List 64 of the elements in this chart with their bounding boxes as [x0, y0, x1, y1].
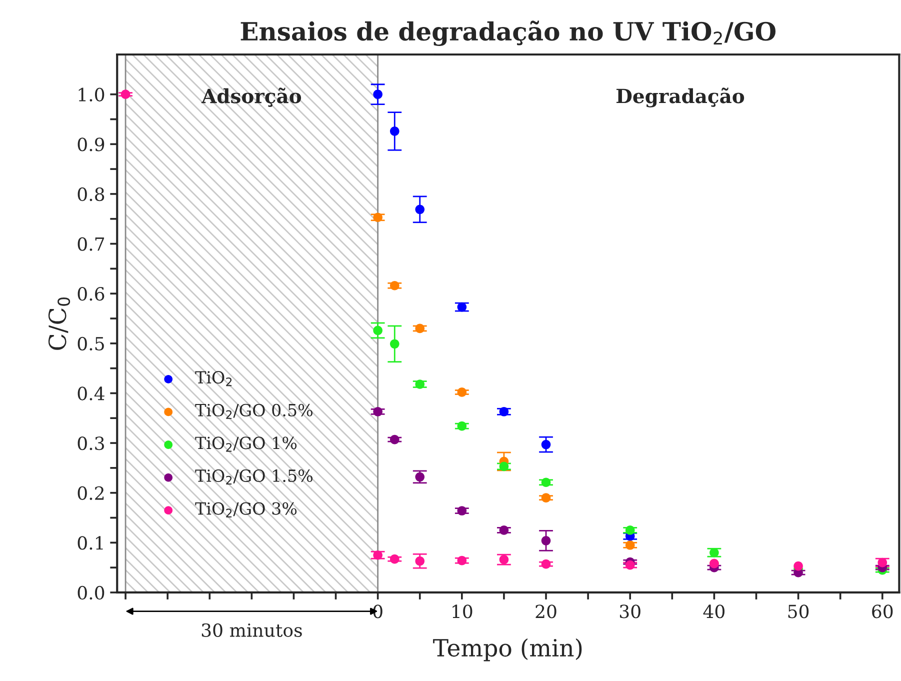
point	[390, 280, 400, 290]
point	[499, 554, 509, 564]
x-tick-label: 30	[620, 604, 640, 618]
y-tick-label: 0.2	[78, 486, 104, 500]
annotation: 30 minutos	[202, 623, 302, 637]
x-tick-label: 50	[788, 604, 809, 618]
y-tick-label: 0.7	[78, 237, 104, 251]
legend-label: TiO$_{2}$	[195, 371, 232, 386]
point	[541, 478, 551, 488]
point	[499, 406, 509, 416]
y-tick-label: 0.1	[78, 536, 103, 550]
point	[457, 388, 467, 397]
legend-label: TiO$_{2}$/GO 1%	[195, 436, 297, 452]
point	[415, 324, 425, 334]
point	[373, 406, 382, 416]
point	[541, 440, 551, 450]
y-tick-label: 0.3	[78, 436, 104, 450]
point	[120, 90, 130, 99]
y-tick-label: 0.9	[78, 138, 104, 152]
x-tick-label: 10	[452, 604, 472, 618]
point	[415, 556, 425, 566]
point	[541, 536, 551, 546]
legend-label: TiO$_{2}$/GO 3%	[195, 502, 297, 518]
point	[373, 90, 382, 99]
point	[390, 434, 400, 444]
point	[541, 559, 551, 569]
point	[457, 302, 467, 312]
point	[390, 126, 400, 136]
y-axis-title: C/C$_{0}$	[48, 297, 70, 350]
y-tick-label: 1.0	[78, 88, 104, 102]
annotation: Degradação	[616, 88, 744, 108]
legend-label: TiO$_{2}$/GO 1.5%	[195, 469, 312, 485]
x-tick-label: 60	[872, 604, 893, 618]
point	[373, 212, 382, 222]
point	[415, 204, 425, 214]
point	[625, 540, 635, 550]
point	[794, 561, 803, 571]
x-tick-label: 40	[703, 604, 724, 618]
band-label: Adsorção	[201, 88, 302, 107]
point	[541, 493, 551, 502]
y-tick-label: 0.4	[78, 386, 104, 400]
point	[457, 556, 467, 566]
point	[499, 526, 509, 535]
x-tick-label: 20	[536, 604, 556, 618]
point	[499, 462, 509, 472]
point	[390, 339, 400, 349]
y-tick-label: 0.8	[78, 187, 104, 202]
point	[457, 421, 467, 431]
point	[415, 472, 425, 482]
point	[625, 560, 635, 570]
point	[373, 326, 382, 336]
point	[457, 506, 467, 516]
point	[373, 550, 382, 560]
point	[415, 380, 425, 389]
point	[878, 558, 888, 568]
y-tick-label: 0.0	[78, 586, 104, 600]
legend-label: TiO$_{2}$/GO 0.5%	[195, 404, 312, 419]
point	[625, 526, 635, 535]
y-tick-label: 0.5	[78, 336, 104, 351]
y-tick-label: 0.6	[78, 287, 104, 301]
x-axis-title: Tempo (min)	[433, 638, 582, 662]
point	[710, 548, 719, 558]
point	[390, 554, 400, 564]
chart-title: Ensaios de degradação no UV TiO$_{2}$/GO	[240, 20, 776, 46]
